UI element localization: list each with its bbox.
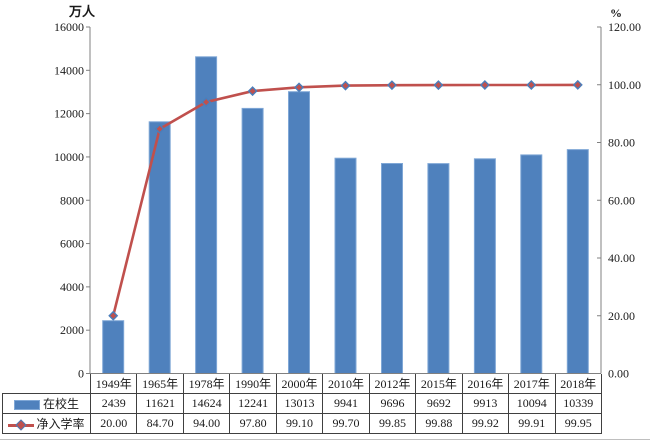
axes: 0 2000 4000 6000 8000 10000 12000 14000 16000 0.0… bbox=[54, 20, 641, 381]
year-cell: 2016年 bbox=[461, 374, 510, 394]
left-tick-label: 4000 bbox=[60, 280, 84, 294]
marker-diamond bbox=[479, 79, 490, 90]
value-cell: 99.85 bbox=[368, 413, 417, 434]
table-row-students: 在校生 2439 11621 14624 12241 13013 9941 9696 9692 9… bbox=[2, 393, 603, 414]
value-cell: 84.70 bbox=[136, 413, 184, 434]
value-cell: 94.00 bbox=[182, 413, 231, 434]
year-cell: 2018年 bbox=[554, 374, 603, 394]
left-tick-label: 8000 bbox=[60, 193, 84, 207]
bar bbox=[381, 163, 403, 374]
year-cell: 1978年 bbox=[182, 374, 231, 394]
line-series bbox=[108, 79, 583, 321]
right-tick-label: 0.00 bbox=[608, 367, 629, 381]
line-legend-icon bbox=[8, 419, 35, 431]
bar bbox=[241, 107, 264, 375]
year-cell: 2000年 bbox=[275, 374, 324, 394]
marker-diamond bbox=[294, 82, 305, 93]
value-cell: 99.70 bbox=[322, 413, 370, 434]
left-tick-label: 16000 bbox=[54, 20, 84, 34]
value-cell: 99.91 bbox=[508, 413, 556, 434]
marker-diamond bbox=[433, 80, 444, 91]
year-cell: 2012年 bbox=[368, 374, 417, 394]
value-cell: 9941 bbox=[322, 393, 370, 414]
value-cell: 10094 bbox=[508, 393, 556, 414]
marker-diamond bbox=[572, 79, 583, 90]
marker-diamond bbox=[340, 80, 351, 91]
table-corner-spacer bbox=[3, 374, 91, 394]
marker-diamond bbox=[247, 86, 258, 97]
marker-diamond bbox=[154, 123, 165, 134]
right-tick-label: 60.00 bbox=[608, 193, 635, 207]
right-tick-label: 40.00 bbox=[608, 251, 635, 265]
value-cell: 2439 bbox=[89, 393, 138, 414]
value-cell: 13013 bbox=[275, 393, 324, 414]
data-table: 1949年 1965年 1978年 1990年 2000年 2010年 2012年 2015年… bbox=[2, 374, 603, 434]
left-tick-label: 2000 bbox=[60, 323, 84, 337]
bar-series bbox=[102, 56, 589, 375]
marker-diamond bbox=[386, 80, 397, 91]
value-cell: 12241 bbox=[229, 393, 277, 414]
value-cell: 97.80 bbox=[229, 413, 277, 434]
value-cell: 9913 bbox=[461, 393, 510, 414]
value-cell: 20.00 bbox=[89, 413, 138, 434]
year-cell: 1990年 bbox=[229, 374, 277, 394]
left-tick-label: 14000 bbox=[54, 63, 84, 77]
marker-diamond bbox=[201, 97, 212, 108]
series-name: 在校生 bbox=[42, 397, 79, 411]
value-cell: 9696 bbox=[368, 393, 417, 414]
series-name: 净入学率 bbox=[36, 417, 85, 431]
value-cell: 14624 bbox=[182, 393, 231, 414]
bar-legend-icon bbox=[13, 400, 40, 411]
right-tick-label: 100.00 bbox=[608, 78, 641, 92]
value-cell: 99.10 bbox=[275, 413, 324, 434]
table-row-years: 1949年 1965年 1978年 1990年 2000年 2010年 2012年 2015年… bbox=[3, 374, 603, 394]
bar bbox=[334, 157, 357, 374]
marker-diamond bbox=[526, 80, 537, 90]
series-header-cell: 净入学率 bbox=[2, 413, 91, 434]
chart-bottom-border bbox=[0, 439, 650, 440]
year-cell: 2015年 bbox=[415, 374, 463, 394]
value-cell: 11621 bbox=[136, 393, 184, 414]
right-axis-title: % bbox=[610, 6, 622, 20]
left-tick-label: 6000 bbox=[60, 237, 84, 251]
value-cell: 10339 bbox=[554, 393, 603, 414]
value-cell: 9692 bbox=[415, 393, 463, 414]
right-tick-label: 120.00 bbox=[608, 20, 641, 34]
bar bbox=[566, 149, 589, 374]
bar bbox=[102, 320, 125, 375]
left-tick-label: 0 bbox=[78, 367, 84, 381]
series-header-cell: 在校生 bbox=[2, 393, 91, 414]
value-cell: 99.88 bbox=[415, 413, 463, 434]
year-cell: 2010年 bbox=[322, 374, 370, 394]
bar bbox=[520, 154, 543, 374]
year-cell: 2017年 bbox=[508, 374, 556, 394]
left-axis-title: 万人 bbox=[68, 4, 96, 19]
right-tick-label: 20.00 bbox=[608, 309, 635, 323]
bar bbox=[473, 158, 496, 374]
value-cell: 99.95 bbox=[554, 413, 603, 434]
bar bbox=[427, 163, 450, 374]
year-cell: 1965年 bbox=[136, 374, 184, 394]
left-tick-label: 10000 bbox=[54, 150, 84, 164]
bar bbox=[288, 91, 310, 374]
year-cell: 1949年 bbox=[89, 374, 138, 394]
value-cell: 99.92 bbox=[461, 413, 510, 434]
marker-diamond bbox=[108, 310, 119, 321]
right-tick-label: 80.00 bbox=[608, 136, 635, 150]
left-tick-label: 12000 bbox=[54, 107, 84, 121]
table-row-rate: 净入学率 20.00 84.70 94.00 97.80 99.10 99.70 99.85 9… bbox=[2, 413, 603, 434]
